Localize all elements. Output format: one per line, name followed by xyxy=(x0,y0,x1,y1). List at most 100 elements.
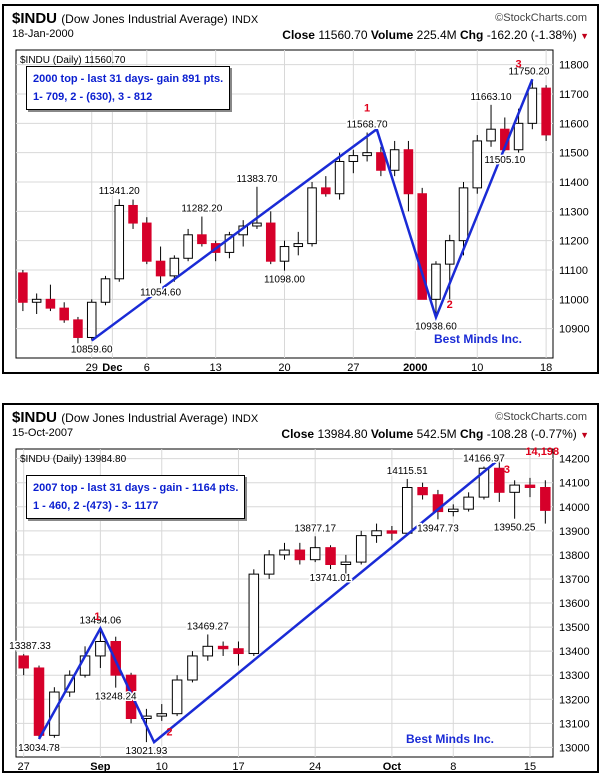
x-tick-label: 18 xyxy=(540,362,552,372)
candle xyxy=(321,176,331,197)
wave-label: 1 xyxy=(364,103,370,115)
y-tick-label: 11200 xyxy=(559,236,589,248)
wave-label: 14,198 xyxy=(525,446,559,458)
candle xyxy=(294,542,306,565)
candle xyxy=(541,85,551,141)
candle-body-down xyxy=(155,260,166,277)
candle xyxy=(486,104,496,147)
chg-label: Chg xyxy=(460,28,484,42)
candle-body-up xyxy=(31,298,42,303)
price-label: 13387.33 xyxy=(9,641,51,652)
candle-body-up xyxy=(293,243,304,248)
price-label: 10938.60 xyxy=(415,321,457,332)
candle-body-up xyxy=(486,128,496,142)
candle xyxy=(309,536,321,563)
wave-label: 2 xyxy=(447,299,453,311)
annotation-box: 2007 top - last 31 days - gain - 1164 pt… xyxy=(26,475,246,519)
annotation-box: 2000 top - last 31 days- gain 891 pts. 1… xyxy=(26,66,231,110)
candle-body-down xyxy=(197,234,207,245)
candle-body-down xyxy=(417,193,427,300)
symbol-title: $INDU (Dow Jones Industrial Average) IND… xyxy=(12,409,258,426)
chart-header: $INDU (Dow Jones Industrial Average) IND… xyxy=(4,6,597,50)
price-label: 13021.93 xyxy=(126,746,168,757)
candlestick-chart: 10900 11000 11100 11200 11300 11400 11500 11600… xyxy=(15,49,590,372)
symbol-title: $INDU (Dow Jones Industrial Average) IND… xyxy=(12,10,258,27)
candle-body-up xyxy=(86,301,97,338)
candle xyxy=(197,216,207,247)
candle xyxy=(142,217,152,265)
candle-body-up xyxy=(279,246,290,262)
price-label: 10859.60 xyxy=(71,345,113,356)
candle-body-down xyxy=(294,549,306,561)
candle xyxy=(355,530,367,565)
y-tick-label: 11800 xyxy=(559,60,589,72)
volume-label: Volume xyxy=(370,427,414,441)
candle xyxy=(114,199,125,282)
candle xyxy=(233,641,244,666)
annotation-line-1: 2007 top - last 31 days - gain - 1164 pt… xyxy=(33,482,239,494)
candle xyxy=(444,234,455,300)
price-label: 11341.20 xyxy=(99,186,140,197)
candle-body-down xyxy=(125,674,137,719)
candlestick-chart: 13000 13100 13200 13300 13400 13500 13600 13700… xyxy=(8,446,590,771)
price-label: 13469.27 xyxy=(187,621,229,632)
price-label: 13494.06 xyxy=(80,615,122,626)
index-name: (Dow Jones Industrial Average) xyxy=(61,12,228,26)
price-label: 13248.24 xyxy=(95,692,137,703)
candle xyxy=(307,182,317,247)
credit-text: Best Minds Inc. xyxy=(434,332,522,346)
candle xyxy=(252,186,262,229)
y-tick-label: 13200 xyxy=(559,694,590,706)
y-tick-label: 13600 xyxy=(559,598,590,610)
price-label: 11282.20 xyxy=(181,204,222,215)
y-tick-label: 13100 xyxy=(559,718,590,730)
candle-body-down xyxy=(18,272,28,303)
candle-body-up xyxy=(340,561,352,565)
y-tick-label: 11500 xyxy=(559,148,589,160)
x-tick-label: 6 xyxy=(144,362,150,372)
price-label: 11505.10 xyxy=(484,155,525,166)
quote-line: Close 11560.70 Volume 225.4M Chg -162.20… xyxy=(282,28,589,42)
annotation-line-2: 1 - 460, 2 -(473) - 3- 1177 xyxy=(33,500,159,512)
chart-panel-2000: $INDU (Dow Jones Industrial Average) IND… xyxy=(2,4,599,374)
candle xyxy=(417,187,427,300)
y-tick-label: 13800 xyxy=(559,550,590,562)
wave-label: 3 xyxy=(504,464,510,476)
candle xyxy=(187,651,198,683)
x-tick-label: 20 xyxy=(278,362,290,372)
candle xyxy=(340,554,352,575)
candle-body-down xyxy=(265,222,276,262)
price-label: 11383.70 xyxy=(236,174,277,185)
candle-body-up xyxy=(513,122,524,151)
candle-body-down xyxy=(376,152,386,171)
candle-body-up xyxy=(458,187,469,242)
candle-body-down xyxy=(128,204,138,224)
candle-body-down xyxy=(403,149,414,195)
chg-value: -108.28 (-0.77%) xyxy=(486,427,577,441)
x-tick-label: 13 xyxy=(210,362,222,372)
close-label: Close xyxy=(282,28,315,42)
wave-trendline xyxy=(37,458,501,745)
x-tick-label: 27 xyxy=(347,362,359,372)
candle-body-down xyxy=(494,467,505,493)
y-tick-label: 13000 xyxy=(559,742,590,754)
y-tick-label: 11700 xyxy=(559,89,589,101)
y-tick-label: 13500 xyxy=(559,622,590,634)
candle xyxy=(86,299,97,341)
x-tick-label: Oct xyxy=(383,761,402,771)
candle xyxy=(33,665,45,740)
annotation-line-2: 1- 709, 2 - (630), 3 - 812 xyxy=(33,91,153,103)
y-tick-label: 10900 xyxy=(559,324,590,336)
candle xyxy=(171,675,183,717)
candle-body-up xyxy=(362,152,372,157)
candle-body-up xyxy=(183,234,193,259)
candle-body-down xyxy=(541,87,551,136)
candle xyxy=(279,542,290,560)
candle xyxy=(494,459,505,502)
legend-label: $INDU (Daily) 13984.80 xyxy=(20,454,127,465)
x-tick-label: 2000 xyxy=(403,362,427,372)
x-tick-label: 27 xyxy=(18,761,30,771)
candle xyxy=(417,482,428,500)
candle xyxy=(217,641,229,656)
x-tick-label: 10 xyxy=(156,761,168,771)
